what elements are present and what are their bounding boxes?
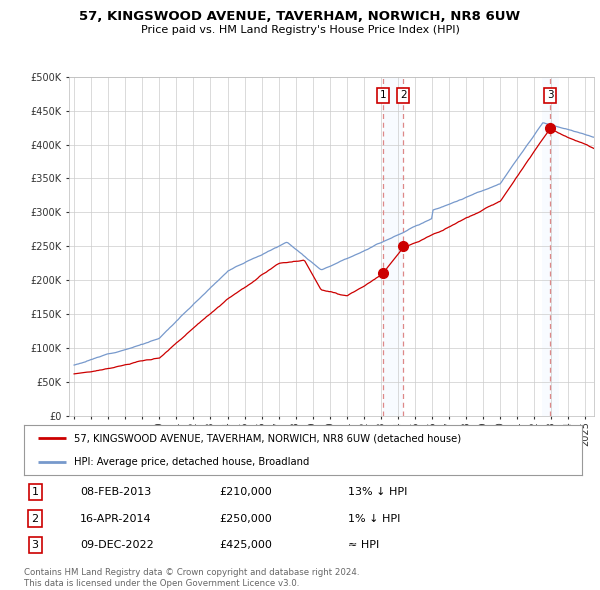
Text: 1: 1	[379, 90, 386, 100]
Text: £425,000: £425,000	[220, 540, 272, 550]
Text: 2: 2	[400, 90, 406, 100]
Text: 08-FEB-2013: 08-FEB-2013	[80, 487, 151, 497]
Text: Contains HM Land Registry data © Crown copyright and database right 2024.: Contains HM Land Registry data © Crown c…	[24, 568, 359, 577]
Text: 1% ↓ HPI: 1% ↓ HPI	[347, 513, 400, 523]
Text: This data is licensed under the Open Government Licence v3.0.: This data is licensed under the Open Gov…	[24, 579, 299, 588]
Text: 16-APR-2014: 16-APR-2014	[80, 513, 151, 523]
Text: £210,000: £210,000	[220, 487, 272, 497]
Bar	[542, 77, 559, 416]
Text: 13% ↓ HPI: 13% ↓ HPI	[347, 487, 407, 497]
Text: 09-DEC-2022: 09-DEC-2022	[80, 540, 154, 550]
Bar	[383, 77, 403, 416]
Text: 2: 2	[32, 513, 39, 523]
Text: HPI: Average price, detached house, Broadland: HPI: Average price, detached house, Broa…	[74, 457, 310, 467]
Text: £250,000: £250,000	[220, 513, 272, 523]
Text: ≈ HPI: ≈ HPI	[347, 540, 379, 550]
Text: Price paid vs. HM Land Registry's House Price Index (HPI): Price paid vs. HM Land Registry's House …	[140, 25, 460, 35]
Text: 3: 3	[547, 90, 554, 100]
Text: 1: 1	[32, 487, 38, 497]
Text: 57, KINGSWOOD AVENUE, TAVERHAM, NORWICH, NR8 6UW: 57, KINGSWOOD AVENUE, TAVERHAM, NORWICH,…	[79, 10, 521, 23]
Text: 57, KINGSWOOD AVENUE, TAVERHAM, NORWICH, NR8 6UW (detached house): 57, KINGSWOOD AVENUE, TAVERHAM, NORWICH,…	[74, 433, 461, 443]
Text: 3: 3	[32, 540, 38, 550]
